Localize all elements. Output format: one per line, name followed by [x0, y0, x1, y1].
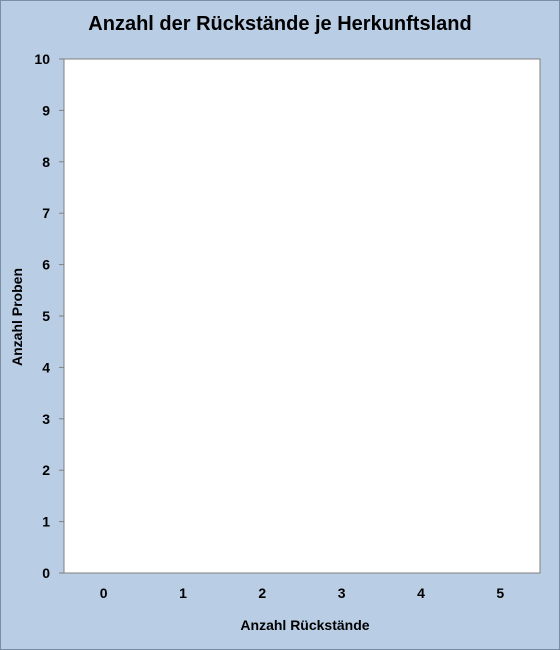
x-tick-label: 3 [338, 585, 346, 601]
y-tick-label: 0 [42, 565, 50, 581]
x-axis-ticks: 0 1 2 3 4 5 [100, 585, 505, 601]
y-tick-label: 7 [42, 205, 50, 221]
y-tick-label: 1 [42, 514, 50, 530]
x-tick-label: 0 [100, 585, 108, 601]
y-tick-label: 6 [42, 257, 50, 273]
x-tick-label: 4 [417, 585, 425, 601]
chart-title: Anzahl der Rückstände je Herkunftsland [88, 13, 471, 35]
x-tick-label: 2 [258, 585, 266, 601]
y-tick-label: 3 [42, 411, 50, 427]
y-tick-label: 5 [42, 308, 50, 324]
y-tick-label: 8 [42, 154, 50, 170]
y-axis-ticks: 0 1 2 3 4 5 6 7 8 9 10 [34, 51, 64, 581]
y-axis-title: Anzahl Proben [9, 268, 25, 366]
y-tick-label: 10 [34, 51, 50, 67]
x-tick-label: 5 [496, 585, 504, 601]
plot-border [63, 58, 541, 574]
y-tick-label: 2 [42, 462, 50, 478]
y-tick-label: 9 [42, 102, 50, 118]
x-axis-title: Anzahl Rückstände [240, 617, 369, 633]
x-tick-label: 1 [179, 585, 187, 601]
y-tick-label: 4 [42, 359, 50, 375]
